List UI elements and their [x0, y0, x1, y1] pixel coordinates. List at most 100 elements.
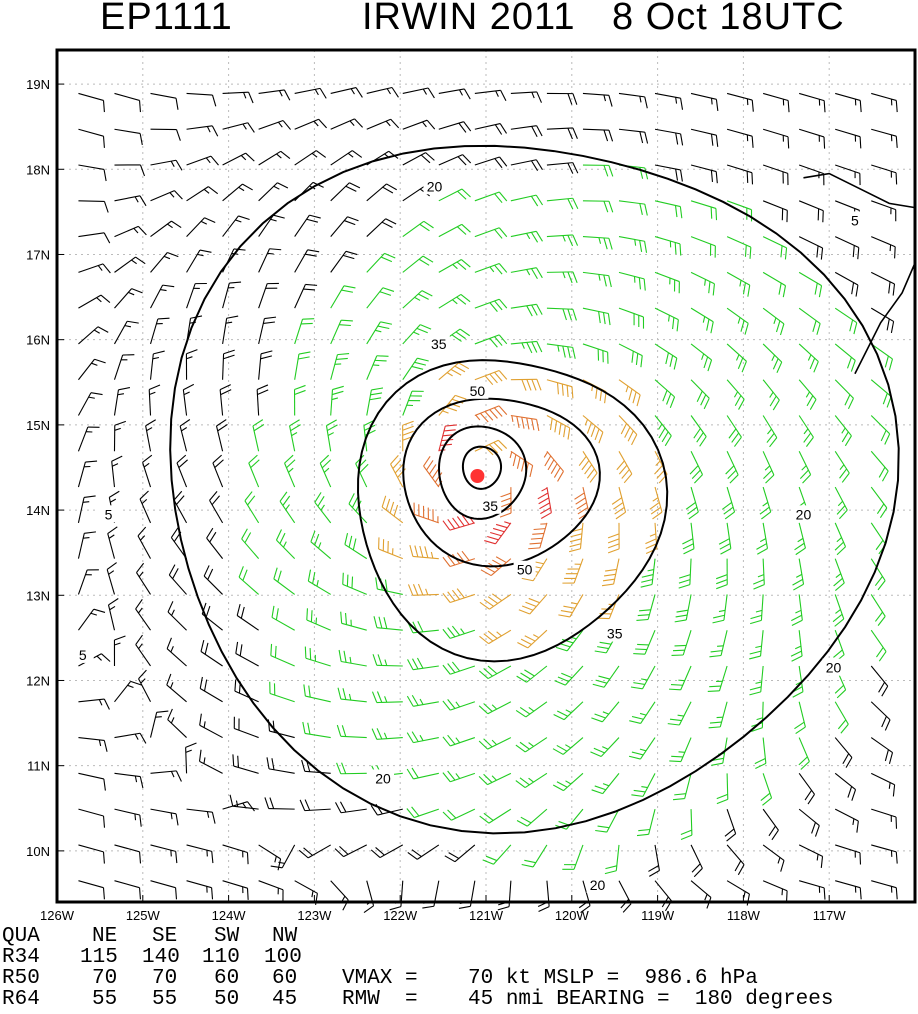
barb-flag	[302, 721, 306, 734]
barb-flag	[526, 342, 533, 354]
barb-flag	[716, 798, 728, 805]
barb-half-flag	[134, 813, 137, 821]
wind-barb	[78, 294, 111, 309]
barb-flag	[424, 546, 429, 558]
barb-staff	[835, 92, 861, 101]
barb-staff	[489, 593, 512, 610]
wind-barb	[521, 844, 548, 868]
barb-flag	[665, 352, 669, 365]
barb-staff	[294, 880, 318, 894]
wind-barb	[790, 630, 803, 662]
wind-barb	[294, 351, 311, 380]
barb-staff	[654, 343, 678, 359]
barb-flag	[530, 537, 543, 540]
wind-barb	[799, 128, 826, 149]
wind-barb	[438, 294, 471, 309]
wind-barb	[330, 880, 349, 911]
barb-flag	[456, 261, 467, 270]
barb-flag	[337, 353, 350, 356]
barb-half-flag	[773, 317, 777, 324]
barb-half-flag	[270, 218, 277, 222]
barb-flag	[135, 256, 146, 265]
wind-barb	[199, 713, 223, 739]
barb-flag	[219, 384, 231, 391]
wind-barb	[256, 384, 269, 416]
wind-barb	[244, 491, 260, 524]
barb-flag	[547, 459, 555, 471]
barb-flag	[478, 776, 488, 785]
barb-flag	[340, 611, 343, 624]
barb-staff	[798, 236, 823, 249]
barb-flag	[167, 708, 173, 720]
barb-flag	[321, 459, 332, 469]
barb-half-flag	[348, 693, 352, 701]
barb-flag	[595, 386, 598, 399]
wind-barb	[562, 558, 584, 584]
barb-half-flag	[183, 391, 190, 396]
wind-barb	[258, 89, 291, 101]
barb-flag	[461, 259, 471, 268]
barb-flag	[586, 468, 595, 479]
barb-staff	[798, 737, 810, 762]
barb-flag	[688, 511, 699, 520]
barb-flag	[156, 710, 169, 713]
barb-flag	[557, 676, 569, 682]
barb-staff	[615, 844, 620, 871]
barb-flag	[186, 349, 198, 355]
barb-staff	[798, 451, 812, 475]
lon-label: 124W	[212, 908, 247, 923]
wind-barb	[138, 669, 152, 703]
wind-barb	[366, 218, 397, 237]
barb-half-flag	[138, 643, 143, 650]
barb-flag	[881, 716, 887, 728]
barb-half-flag	[603, 94, 607, 102]
barb-flag	[167, 601, 174, 613]
wind-barb	[402, 255, 434, 273]
barb-staff	[654, 200, 681, 208]
barb-flag	[685, 501, 696, 510]
barb-flag	[139, 776, 144, 789]
wind-barb	[264, 797, 295, 810]
wind-barb	[366, 118, 400, 130]
barb-flag	[279, 491, 288, 502]
wind-barb	[442, 699, 476, 711]
wind-barb	[371, 691, 403, 704]
barb-half-flag	[240, 155, 247, 161]
wind-barb	[478, 772, 512, 786]
barb-half-flag	[90, 612, 98, 616]
barb-flag	[238, 215, 250, 220]
barb-flag	[487, 665, 498, 675]
barb-flag	[497, 906, 510, 911]
barb-half-flag	[541, 487, 548, 492]
barb-flag	[153, 350, 165, 355]
barb-flag	[277, 858, 282, 871]
barb-flag	[566, 385, 569, 398]
barb-staff	[78, 737, 105, 741]
barb-flag	[741, 361, 747, 373]
barb-staff	[870, 486, 888, 509]
wind-barb	[258, 150, 291, 166]
barb-flag	[603, 165, 609, 177]
barb-flag	[484, 540, 496, 545]
barb-half-flag	[491, 775, 497, 781]
barb-staff	[377, 588, 403, 595]
barb-flag	[354, 118, 364, 128]
barb-flag	[544, 455, 552, 467]
wind-barb	[107, 598, 119, 631]
barb-staff	[199, 760, 223, 774]
wind-barb	[753, 558, 765, 590]
barb-flag	[895, 851, 898, 864]
barb-staff	[209, 500, 224, 524]
barb-staff	[235, 653, 259, 667]
barb-flag	[536, 91, 542, 103]
barb-staff	[720, 630, 728, 656]
barb-flag	[498, 191, 508, 202]
barb-flag	[270, 643, 273, 656]
wind-barb	[618, 415, 638, 446]
storm-title: IRWIN 2011	[362, 0, 576, 38]
lon-label: 126W	[40, 908, 75, 923]
barb-flag	[676, 609, 689, 613]
barb-flag	[382, 287, 395, 292]
wind-barb	[546, 197, 579, 210]
barb-flag	[303, 288, 316, 291]
